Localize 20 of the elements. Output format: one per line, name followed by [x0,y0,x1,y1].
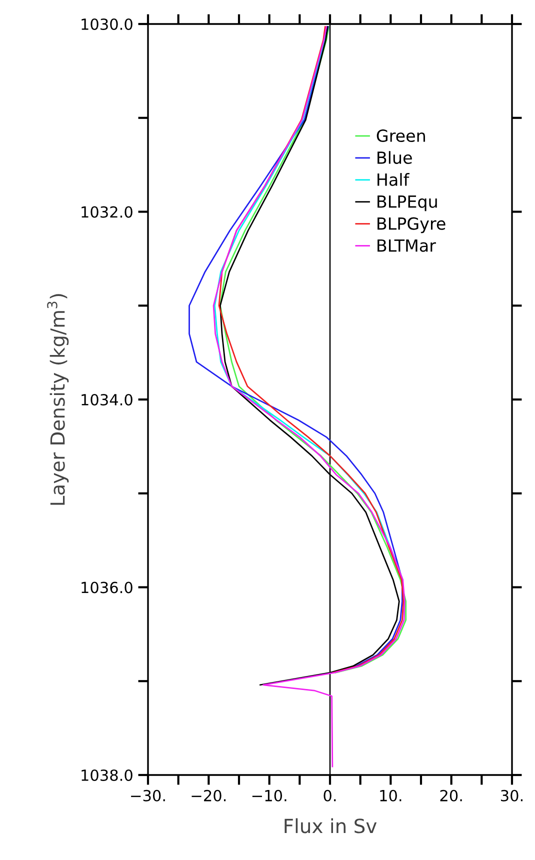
y-axis-title: Layer Density (kg/m$^{3}$) [47,294,69,505]
x-tick-label: 10. [380,790,402,802]
y-tick-label: 1036.0 [82,582,132,594]
legend-label: Green [376,129,425,142]
legend-label: Blue [378,151,412,164]
legend-label: Half [378,173,410,186]
x-tick-label: 0. [324,790,336,802]
x-tick-label: 20. [440,790,462,802]
y-tick-label: 1034.0 [82,394,132,406]
y-tick-label: 1032.0 [82,206,132,218]
x-axis-title: Flux in Sv [284,818,377,834]
y-tick-label: 1030.0 [82,18,132,30]
x-tick-label: −10. [252,790,286,802]
x-tick-label: 30. [501,790,522,802]
legend-label: BLTMar [378,239,436,252]
legend-label: BLPEqu [378,196,437,212]
legend-label: BLPGyre [378,217,446,234]
x-tick-label: −30. [131,790,165,802]
x-tick-label: −20. [192,790,226,802]
y-tick-label: 1038.0 [82,769,132,782]
